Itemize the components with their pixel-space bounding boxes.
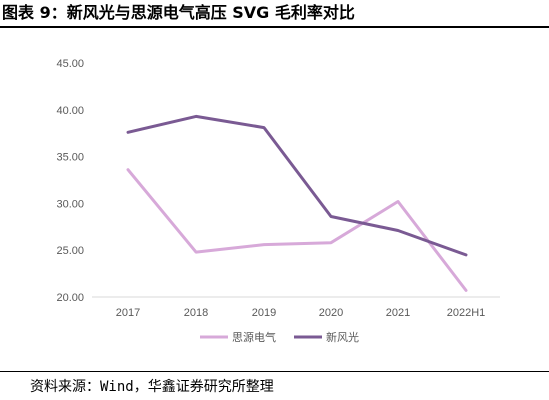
x-tick-label: 2022H1	[447, 307, 486, 319]
y-tick-label: 25.00	[56, 245, 84, 257]
y-tick-label: 30.00	[56, 198, 84, 210]
series-line-0	[126, 168, 468, 292]
source-note: 资料来源：Wind，华鑫证券研究所整理	[30, 379, 274, 395]
title-rule	[0, 26, 549, 28]
x-tick-label: 2020	[319, 307, 343, 319]
y-tick-label: 45.00	[56, 58, 84, 70]
figure-title: 图表 9：新风光与思源电气高压 SVG 毛利率对比	[2, 3, 355, 22]
x-tick-label: 2018	[184, 307, 208, 319]
y-axis-ticks: 20.00 25.00 30.00 35.00 40.00 45.00	[56, 58, 84, 304]
y-tick-label: 35.00	[56, 152, 84, 164]
source-rule	[0, 371, 549, 372]
y-tick-label: 40.00	[56, 105, 84, 117]
series-lines	[126, 114, 468, 292]
y-tick-label: 20.00	[56, 292, 84, 304]
legend-label: 新风光	[326, 330, 359, 344]
series-line-1	[126, 114, 468, 257]
x-tick-label: 2017	[116, 307, 140, 319]
x-axis-ticks: 2017 2018 2019 2020 2021 2022H1	[116, 307, 486, 319]
x-tick-label: 2019	[252, 307, 276, 319]
legend-label: 思源电气	[232, 330, 276, 344]
x-tick-label: 2021	[386, 307, 410, 319]
legend: 思源电气 新风光	[200, 330, 359, 344]
